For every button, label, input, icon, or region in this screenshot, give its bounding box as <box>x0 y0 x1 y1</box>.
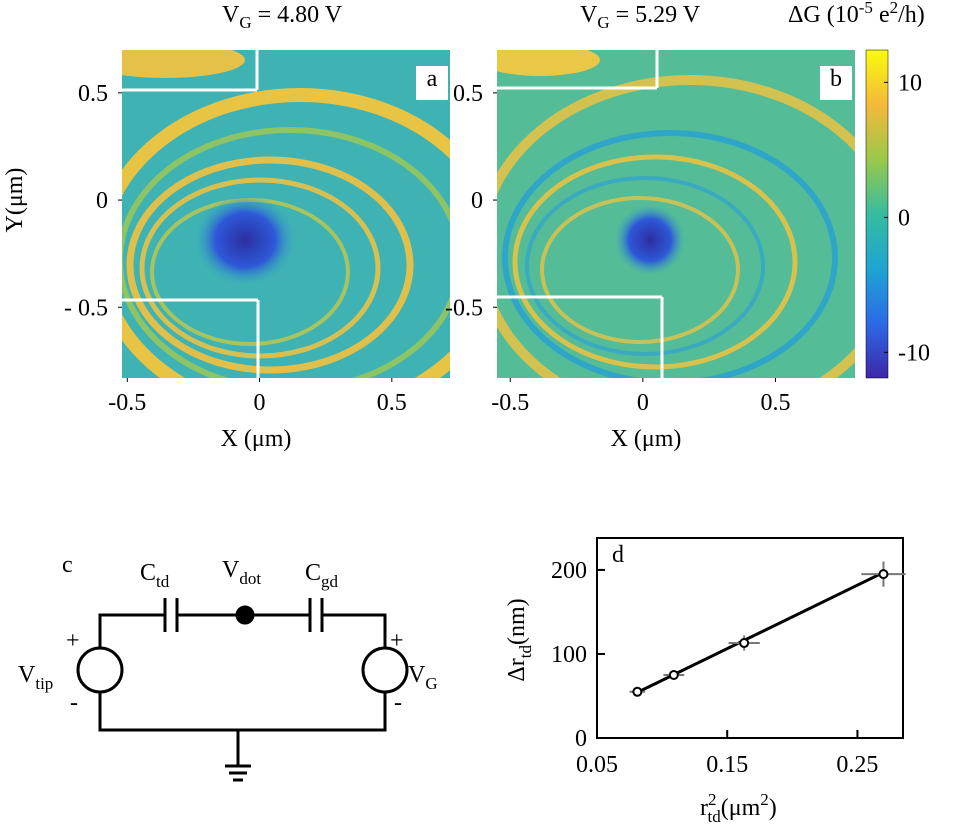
t: dot <box>239 569 261 588</box>
t: G <box>425 674 437 693</box>
colorbar-title: ΔG (10-5 e2/h) <box>788 0 925 28</box>
y-axis-label: Y(μm) <box>2 168 28 233</box>
y-tick-label: 10 <box>898 70 922 96</box>
x-axis-label: X (μm) <box>221 426 292 452</box>
heatmap-image-a <box>122 50 450 378</box>
t: C <box>140 560 156 586</box>
x-axis-label: X (μm) <box>611 426 682 452</box>
y-axis-label: Δrtd(nm) <box>504 598 535 681</box>
y-tick-label: 200 <box>551 558 587 584</box>
plus: + <box>66 628 80 654</box>
t: /h) <box>898 2 925 28</box>
t: 2 <box>708 790 717 809</box>
title-a: VG = 4.80 V <box>222 2 343 32</box>
t: 2 <box>760 790 769 809</box>
plus: + <box>390 628 404 654</box>
t: td <box>708 807 722 826</box>
y-tick-label: 0.5 <box>78 81 108 107</box>
x-tick-label: 0.5 <box>377 390 407 416</box>
point <box>632 686 643 697</box>
y-tick-label: 0 <box>471 188 483 214</box>
t: (nm) <box>504 598 530 645</box>
panel-label: a <box>427 66 438 92</box>
t: G <box>597 13 609 32</box>
t: V <box>18 662 36 688</box>
y-tick-label: 0.5 <box>453 81 483 107</box>
panel-label: b <box>830 66 842 92</box>
colorbar <box>865 49 889 379</box>
x-tick-label: -0.5 <box>491 390 529 416</box>
t: G <box>239 13 251 32</box>
c-td: Ctd <box>140 560 170 591</box>
point <box>668 669 679 680</box>
point <box>739 638 750 649</box>
y-tick-label: - 0.5 <box>64 295 108 321</box>
c-gd: Cgd <box>305 560 339 591</box>
v-dot: Vdot <box>222 557 261 588</box>
t: 2 <box>890 0 899 17</box>
t: tip <box>35 674 53 693</box>
t: V <box>222 557 240 583</box>
minus: - <box>394 690 402 716</box>
x-tick-label: -0.5 <box>108 390 146 416</box>
y-tick-label: -10 <box>898 340 930 366</box>
point <box>878 569 889 580</box>
t: ) <box>769 795 777 821</box>
t: gd <box>321 572 339 591</box>
y-tick-label: 100 <box>551 642 587 668</box>
circuit <box>76 598 409 782</box>
x-tick-label: 0 <box>254 390 266 416</box>
x-tick-label: 0.05 <box>576 752 618 778</box>
v-g: VG <box>408 662 438 693</box>
x-tick-label: 0 <box>637 390 649 416</box>
y-tick-label: -0.5 <box>445 295 483 321</box>
t: -5 <box>859 0 873 17</box>
minus: - <box>70 690 78 716</box>
title-b: VG = 5.29 V <box>580 2 701 32</box>
t: td <box>516 645 535 659</box>
x-tick-label: 0.15 <box>706 752 748 778</box>
y-tick-label: 0 <box>96 188 108 214</box>
t: C <box>305 560 321 586</box>
t: V <box>580 2 598 28</box>
t: (μm <box>721 795 761 821</box>
t: V <box>222 2 240 28</box>
t: V <box>408 662 426 688</box>
heatmap-image-b <box>497 50 855 378</box>
t: td <box>156 572 170 591</box>
panel-label: d <box>612 542 624 568</box>
y-tick-label: 0 <box>575 726 587 752</box>
t: = 5.29 V <box>610 2 701 28</box>
t: = 4.80 V <box>252 2 343 28</box>
y-tick-label: 0 <box>898 205 910 231</box>
t: e <box>873 2 890 28</box>
x-tick-label: 0.5 <box>760 390 790 416</box>
panel-label: c <box>62 552 73 578</box>
v-tip: Vtip <box>18 662 53 693</box>
x-axis-label: r2 td(μm2) <box>700 790 777 826</box>
plot-frame <box>596 537 904 739</box>
x-tick-label: 0.25 <box>836 752 878 778</box>
t: Δr <box>504 658 530 681</box>
t: ΔG (10 <box>788 2 859 28</box>
t: r <box>700 795 708 821</box>
